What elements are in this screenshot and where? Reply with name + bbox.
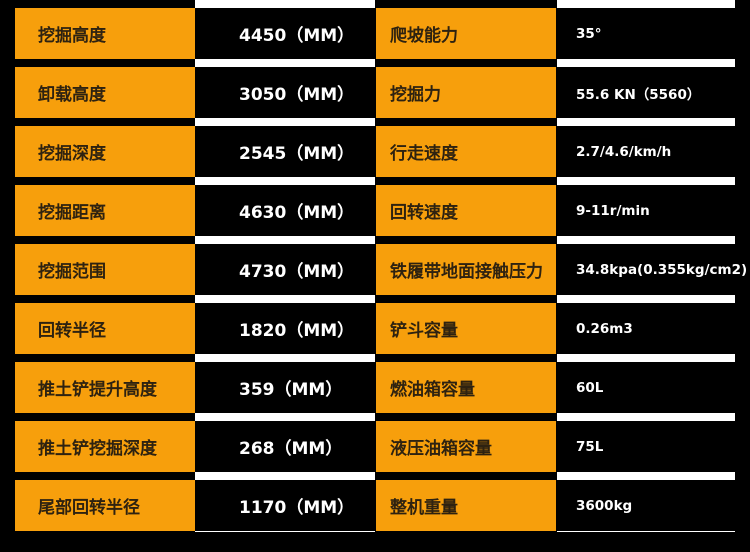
spec-value: 2.7/4.6/km/h bbox=[557, 126, 735, 177]
spec-value: 268（MM） bbox=[195, 421, 375, 472]
spec-label: 挖掘力 bbox=[376, 67, 556, 118]
spec-value: 2545（MM） bbox=[195, 126, 375, 177]
spec-value: 75L bbox=[557, 421, 735, 472]
spec-label: 推土铲挖掘深度 bbox=[15, 421, 195, 472]
spec-label: 回转速度 bbox=[376, 185, 556, 236]
spec-label: 挖掘高度 bbox=[15, 8, 195, 59]
spec-value: 3600kg bbox=[557, 480, 735, 531]
spec-label: 卸载高度 bbox=[15, 67, 195, 118]
spec-value: 55.6 KN（5560） bbox=[557, 67, 735, 118]
spec-value: 60L bbox=[557, 362, 735, 413]
spec-value: 4730（MM） bbox=[195, 244, 375, 295]
spec-value: 35° bbox=[557, 8, 735, 59]
spec-value: 359（MM） bbox=[195, 362, 375, 413]
spec-label: 整机重量 bbox=[376, 480, 556, 531]
spec-value: 1820（MM） bbox=[195, 303, 375, 354]
spec-label: 铲斗容量 bbox=[376, 303, 556, 354]
spec-value: 4450（MM） bbox=[195, 8, 375, 59]
spec-label: 挖掘距离 bbox=[15, 185, 195, 236]
spec-label: 液压油箱容量 bbox=[376, 421, 556, 472]
spec-label: 铁履带地面接触压力 bbox=[376, 244, 556, 295]
spec-label: 爬坡能力 bbox=[376, 8, 556, 59]
spec-value: 9-11r/min bbox=[557, 185, 735, 236]
spec-value: 0.26m3 bbox=[557, 303, 735, 354]
spec-label: 回转半径 bbox=[15, 303, 195, 354]
spec-label: 燃油箱容量 bbox=[376, 362, 556, 413]
spec-label: 挖掘深度 bbox=[15, 126, 195, 177]
spec-value: 34.8kpa(0.355kg/cm2) bbox=[557, 244, 747, 295]
spec-label: 挖掘范围 bbox=[15, 244, 195, 295]
spec-label: 行走速度 bbox=[376, 126, 556, 177]
spec-label: 尾部回转半径 bbox=[15, 480, 195, 531]
spec-value: 3050（MM） bbox=[195, 67, 375, 118]
spec-value: 1170（MM） bbox=[195, 480, 375, 531]
spec-label: 推土铲提升高度 bbox=[15, 362, 195, 413]
spec-value: 4630（MM） bbox=[195, 185, 375, 236]
